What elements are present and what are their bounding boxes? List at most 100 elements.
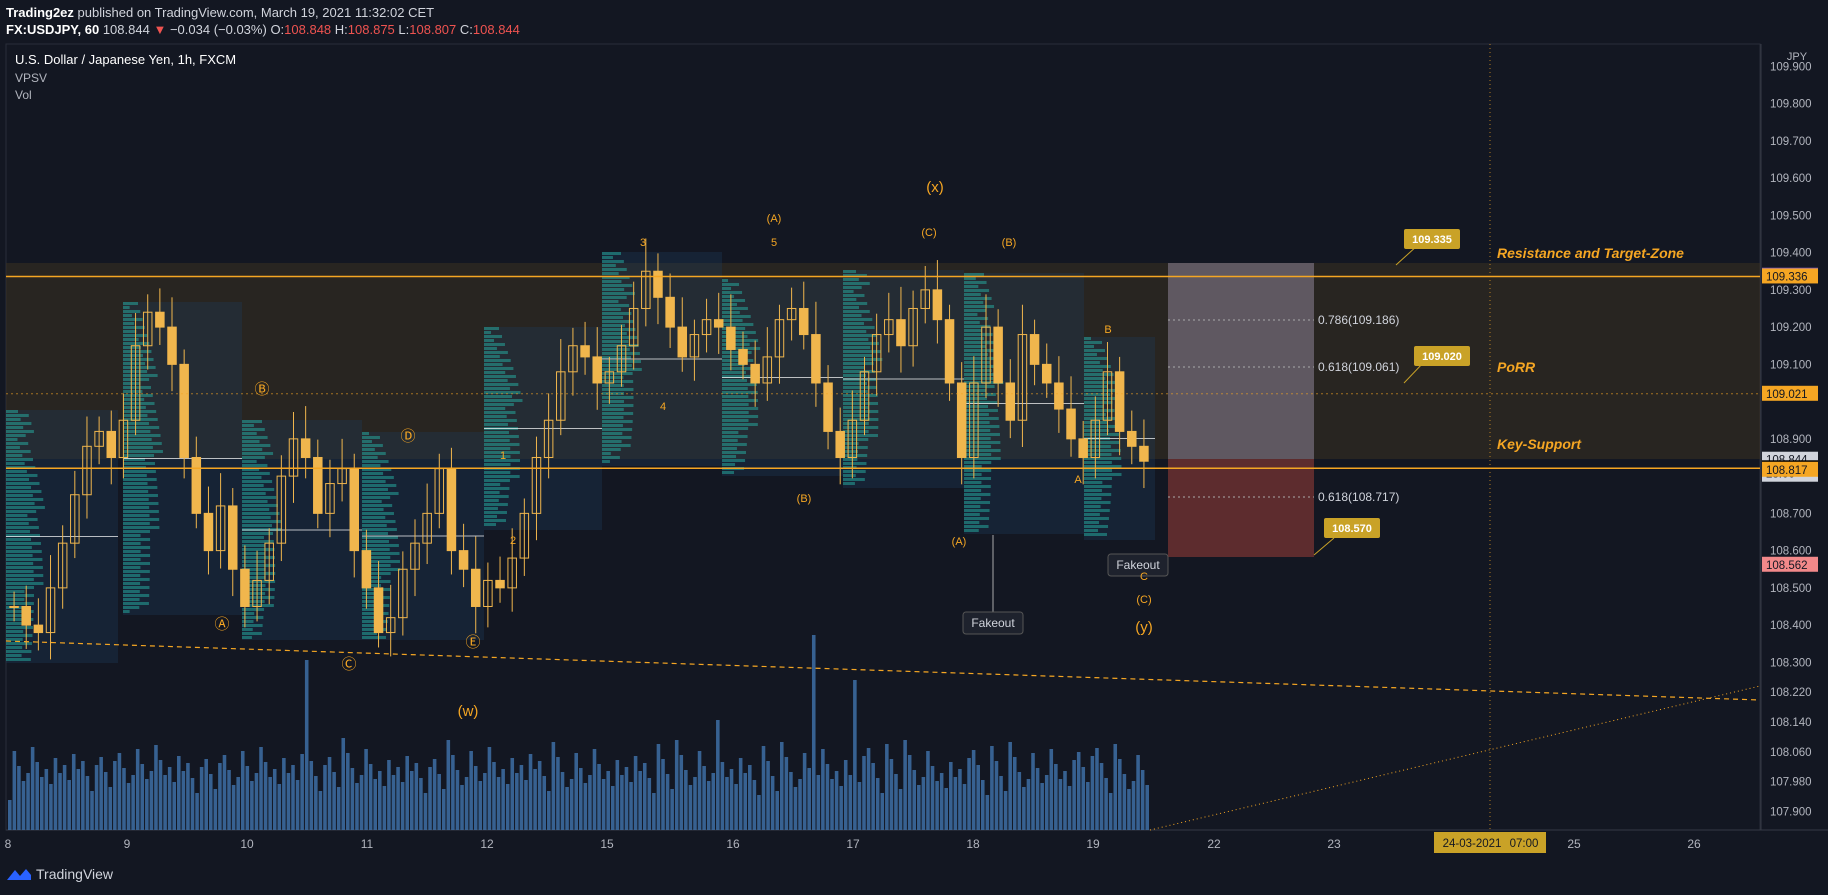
profile-row xyxy=(484,511,507,514)
candle-body xyxy=(57,542,68,589)
volume-bar xyxy=(542,776,547,830)
candle-body xyxy=(45,587,56,634)
volume-bar xyxy=(921,777,926,830)
profile-row xyxy=(1084,441,1120,444)
profile-row xyxy=(242,624,263,627)
volume-bar xyxy=(277,784,282,830)
volume-bar xyxy=(17,766,21,830)
profile-row xyxy=(964,349,997,352)
volume-bar xyxy=(857,782,862,830)
profile-row xyxy=(484,503,508,506)
callout-109335[interactable]: 109.335 xyxy=(1395,229,1460,266)
profile-row xyxy=(722,323,754,326)
profile-row xyxy=(242,488,275,491)
author[interactable]: Trading2ez xyxy=(6,5,74,20)
candle-body xyxy=(762,356,773,384)
y-tick-label: 108.900 xyxy=(1770,434,1812,446)
profile-row xyxy=(722,395,749,398)
profile-row xyxy=(602,460,610,463)
profile-row xyxy=(242,616,264,619)
volume-bar xyxy=(204,759,208,830)
profile-row xyxy=(123,562,150,565)
profile-row xyxy=(123,386,151,389)
profile-row xyxy=(602,372,633,375)
volume-bar xyxy=(629,782,633,830)
candle-body xyxy=(349,468,359,552)
profile-row xyxy=(843,334,877,337)
symbol-title: U.S. Dollar / Japanese Yen, 1h, FXCM xyxy=(15,52,236,67)
volume-bar xyxy=(547,791,551,830)
profile-row xyxy=(964,441,1001,444)
profile-row xyxy=(602,280,622,283)
wave-label: (A) xyxy=(952,536,967,548)
indicator-vpsv[interactable]: VPSV xyxy=(15,71,47,85)
candle-body xyxy=(956,382,967,458)
profile-row xyxy=(484,471,511,474)
volume-bar xyxy=(199,767,204,830)
tradingview-footer[interactable]: TradingView xyxy=(6,866,113,882)
profile-row xyxy=(123,322,135,325)
profile-row xyxy=(964,329,983,332)
volume-bar xyxy=(770,776,775,830)
volume-bar xyxy=(702,766,706,830)
profile-row xyxy=(123,446,153,449)
y-tick-label: 109.700 xyxy=(1770,136,1812,148)
profile-row xyxy=(843,318,873,321)
y-tick-label: 109.900 xyxy=(1770,61,1812,73)
profile-row xyxy=(843,382,867,385)
price-badge: 108.562 xyxy=(1766,560,1808,572)
wave-label: A xyxy=(1074,474,1082,486)
profile-row xyxy=(602,256,613,259)
profile-row xyxy=(6,618,34,621)
x-tick-label: 22 xyxy=(1207,837,1221,851)
volume-bar xyxy=(935,781,939,830)
volume-bar xyxy=(318,791,323,830)
y-tick-label: 107.900 xyxy=(1770,806,1812,818)
crosshair-date: 24-03-2021 xyxy=(1443,838,1502,850)
profile-row xyxy=(6,566,43,569)
profile-row xyxy=(123,390,143,393)
profile-row xyxy=(1084,409,1115,412)
profile-row xyxy=(484,479,510,482)
callout-text: 108.570 xyxy=(1332,523,1372,535)
volume-bar xyxy=(784,757,789,830)
time-axis[interactable]: 8 9 10 11 12 15 16 17 18 19 22 23 25 26 xyxy=(5,837,1701,851)
profile-row xyxy=(123,450,163,453)
profile-row xyxy=(242,636,252,639)
profile-row xyxy=(602,340,629,343)
callout-108570[interactable]: 108.570 xyxy=(1313,518,1380,556)
profile-row xyxy=(843,398,869,401)
price-axis[interactable]: 109.900 109.800 109.700 109.600 109.500 109.4… xyxy=(1770,61,1812,818)
volume-bar xyxy=(309,761,314,830)
profile-row xyxy=(484,347,497,350)
trendline-dotted[interactable] xyxy=(1149,685,1761,831)
profile-row xyxy=(242,472,270,475)
volume-bar xyxy=(958,769,962,830)
profile-row xyxy=(362,512,394,515)
indicator-vol[interactable]: Vol xyxy=(15,88,32,102)
wave-label: (B) xyxy=(1002,237,1017,249)
profile-row xyxy=(6,546,32,549)
y-tick-label: 109.800 xyxy=(1770,99,1812,111)
profile-row xyxy=(6,650,32,653)
profile-row xyxy=(242,484,264,487)
profile-row xyxy=(1084,369,1103,372)
candle-body xyxy=(495,579,505,589)
wave-label: C xyxy=(1140,571,1148,583)
profile-row xyxy=(362,632,377,635)
trendline-dashed[interactable] xyxy=(5,640,1761,701)
profile-row xyxy=(362,500,382,503)
profile-row xyxy=(843,314,862,317)
volume-bar xyxy=(642,763,647,830)
volume-bar xyxy=(1076,752,1081,830)
volume-bar xyxy=(748,765,752,830)
volume-bar xyxy=(990,746,994,830)
profile-row xyxy=(6,558,43,561)
volume-bar xyxy=(1003,791,1008,830)
callout-109020[interactable]: 109.020 xyxy=(1403,346,1470,384)
close-value: 108.844 xyxy=(472,22,520,37)
profile-row xyxy=(964,513,980,516)
profile-row xyxy=(843,366,865,369)
profile-row xyxy=(123,398,145,401)
